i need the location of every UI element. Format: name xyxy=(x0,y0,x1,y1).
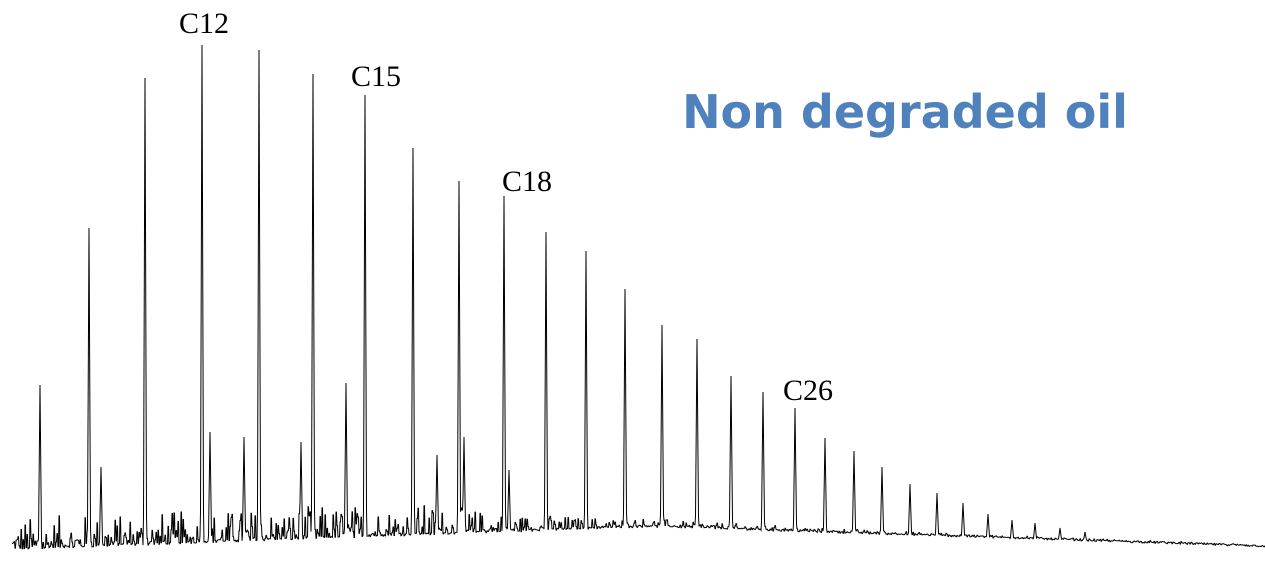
peak-label: C15 xyxy=(351,60,401,93)
peak-label: C12 xyxy=(179,7,229,40)
chart-title: Non degraded oil xyxy=(682,85,1128,139)
peak-label: C18 xyxy=(502,165,552,198)
peak-label: C26 xyxy=(783,374,833,407)
chromatogram-trace xyxy=(12,44,1265,550)
